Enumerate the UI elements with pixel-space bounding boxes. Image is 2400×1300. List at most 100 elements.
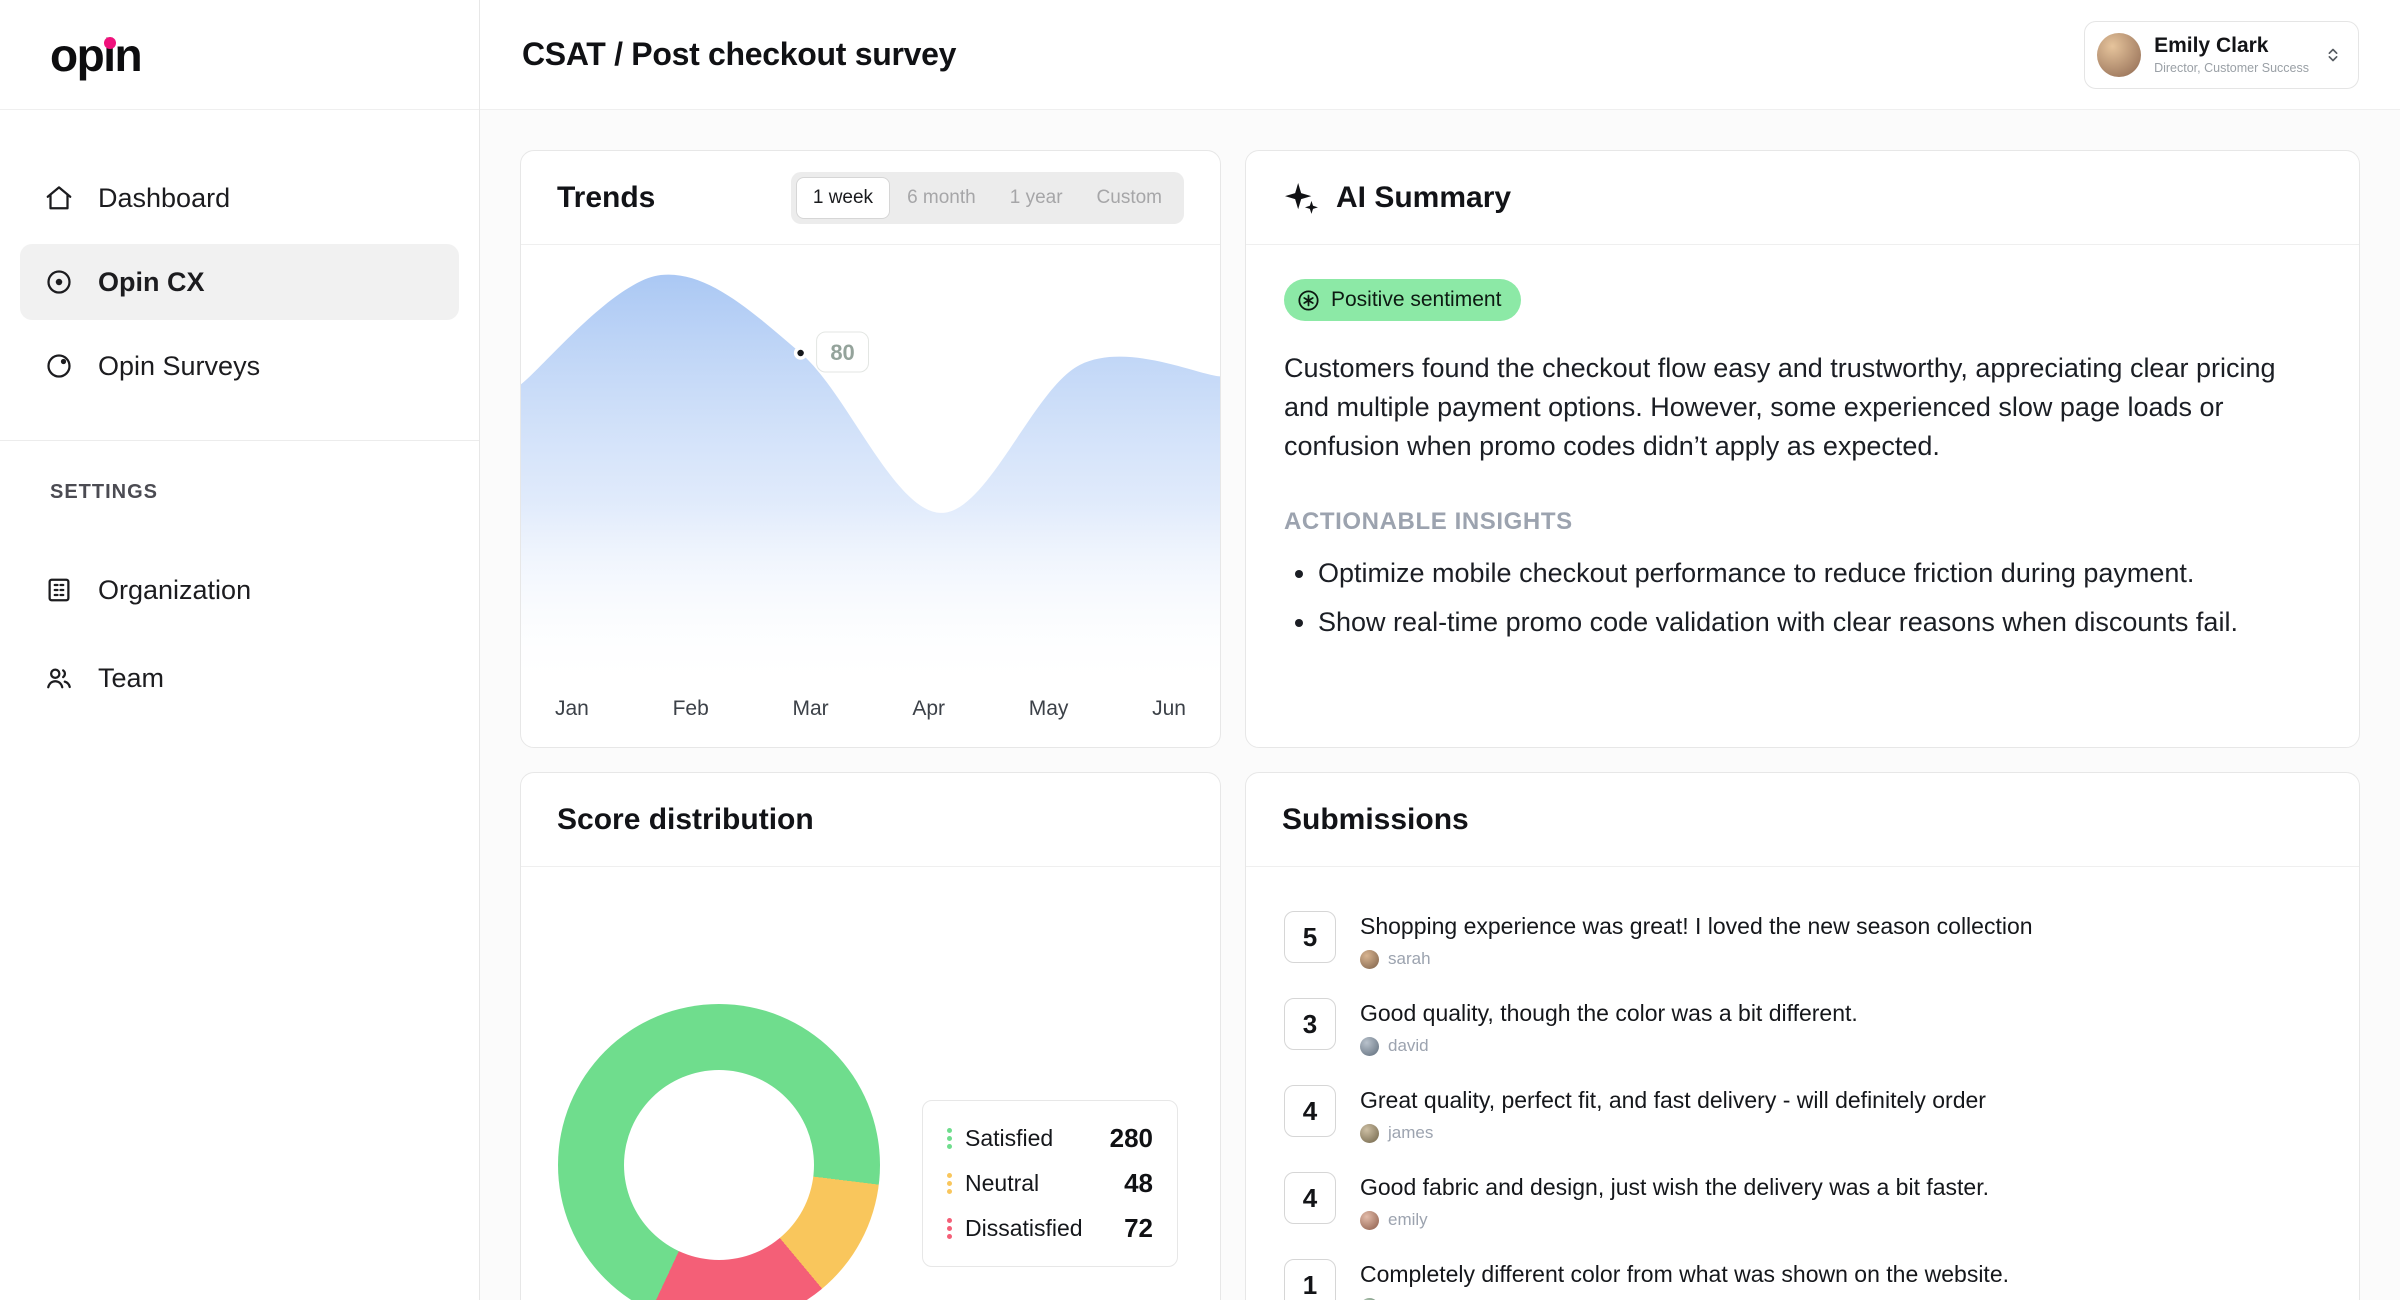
tab-1-year[interactable]: 1 year xyxy=(1009,186,1063,208)
sidebar-item-opin-surveys[interactable]: Opin Surveys xyxy=(20,328,459,404)
submission-text: Good fabric and design, just wish the de… xyxy=(1360,1174,1989,1200)
submission-row[interactable]: 4 Good fabric and design, just wish the … xyxy=(1284,1172,2321,1230)
trend-x-axis: Jan Feb Mar Apr May Jun xyxy=(521,689,1220,721)
actionable-insights-title: ACTIONABLE INSIGHTS xyxy=(1284,508,1573,536)
ai-summary-body: Positive sentiment Customers found the c… xyxy=(1246,245,2359,638)
legend-row-satisfied: Satisfied 280 xyxy=(947,1123,1153,1154)
legend-row-neutral: Neutral 48 xyxy=(947,1168,1153,1199)
user-role: Director, Customer Success xyxy=(2154,61,2309,75)
brand-logo-text: opin xyxy=(50,28,143,82)
sparkle-icon xyxy=(1282,179,1320,217)
sidebar-item-dashboard[interactable]: Dashboard xyxy=(20,160,459,236)
legend-row-dissatisfied: Dissatisfied 72 xyxy=(947,1213,1153,1244)
submitter-name: sarah xyxy=(1388,949,1431,968)
submitter-avatar xyxy=(1360,949,1379,969)
chart-highlight-box xyxy=(816,331,870,373)
ai-summary-card: AI Summary Positive sentiment Customers … xyxy=(1245,150,2360,748)
dashboard-content: Trends 1 week 6 month 1 year Custom xyxy=(480,110,2400,1300)
x-tick: Jan xyxy=(555,697,589,720)
sidebar-nav: Dashboard Opin CX Opin Surveys xyxy=(0,110,479,440)
donut-hole xyxy=(624,1070,814,1260)
tab-custom[interactable]: Custom xyxy=(1096,186,1162,208)
score-distribution-header: Score distribution xyxy=(521,773,1220,867)
legend-value: 280 xyxy=(1109,1123,1153,1153)
submission-row[interactable]: 1 Completely different color from what w… xyxy=(1284,1259,2321,1300)
actionable-insights-list: Optimize mobile checkout performance to … xyxy=(1284,558,2321,638)
legend-marker xyxy=(947,1173,952,1194)
submitter-name: james xyxy=(1388,1123,1434,1142)
x-tick: May xyxy=(1028,697,1069,720)
sidebar: opin Dashboard Opin CX Opin xyxy=(0,0,480,1300)
submission-row[interactable]: 5 Shopping experience was great! I loved… xyxy=(1284,911,2321,969)
ai-summary-header: AI Summary xyxy=(1246,151,2359,245)
submissions-title: Submissions xyxy=(1282,802,1469,836)
donut-chart xyxy=(558,1004,880,1300)
legend-label: Neutral xyxy=(965,1170,1040,1196)
trends-range-tabs: 1 week 6 month 1 year Custom xyxy=(790,171,1184,224)
ai-summary-title: AI Summary xyxy=(1336,180,1512,214)
page-title: CSAT / Post checkout survey xyxy=(522,36,957,72)
submitter-avatar xyxy=(1360,1123,1379,1143)
score-distribution-body: Satisfied 280 Neutral 48 Dissatisfied 72 xyxy=(521,867,1220,1300)
sidebar-item-label: Dashboard xyxy=(98,182,231,213)
user-menu[interactable]: Emily Clark Director, Customer Success xyxy=(2084,20,2359,89)
trends-card-header: Trends 1 week 6 month 1 year Custom xyxy=(521,151,1220,245)
legend-marker xyxy=(947,1128,952,1149)
submission-row[interactable]: 3 Good quality, though the color was a b… xyxy=(1284,998,2321,1056)
submission-row[interactable]: 4 Great quality, perfect fit, and fast d… xyxy=(1284,1085,2321,1143)
legend-label: Satisfied xyxy=(965,1125,1054,1151)
x-tick: Feb xyxy=(672,697,709,720)
sentiment-badge-label: Positive sentiment xyxy=(1331,288,1502,311)
opin-cx-icon xyxy=(44,267,74,297)
chevron-up-down-icon xyxy=(2322,44,2344,66)
submissions-list: 5 Shopping experience was great! I loved… xyxy=(1246,867,2359,1300)
x-tick: Jun xyxy=(1152,697,1186,720)
submitter-avatar xyxy=(1360,1297,1379,1300)
x-tick: Mar xyxy=(792,697,829,720)
submission-text: Good quality, though the color was a bit… xyxy=(1360,1000,1858,1026)
sentiment-badge: Positive sentiment xyxy=(1284,279,1522,321)
trends-chart: 80 Jan Feb Mar Apr May Jun xyxy=(521,245,1220,747)
brand-logo: opin xyxy=(0,0,479,110)
chart-highlight-label: 80 xyxy=(830,340,854,365)
logo-pink-dot-icon xyxy=(104,36,116,49)
score-distribution-title: Score distribution xyxy=(557,802,814,836)
submission-score: 4 xyxy=(1284,1085,1336,1137)
trend-area-path xyxy=(521,274,1220,689)
tab-1-week[interactable]: 1 week xyxy=(795,176,891,219)
sidebar-settings-section: SETTINGS Organization Team xyxy=(0,440,479,716)
submissions-header: Submissions xyxy=(1246,773,2359,867)
submitter-avatar xyxy=(1360,1036,1379,1056)
submitter-name: olivia xyxy=(1388,1297,1427,1300)
main-area: CSAT / Post checkout survey Emily Clark … xyxy=(480,0,2400,1300)
trend-area-svg: 80 xyxy=(521,274,1220,689)
donut-legend: Satisfied 280 Neutral 48 Dissatisfied 72 xyxy=(922,1100,1178,1267)
user-avatar xyxy=(2097,32,2142,77)
sidebar-item-label: Opin Surveys xyxy=(98,350,261,381)
building-icon xyxy=(44,575,74,605)
submissions-card: Submissions 5 Shopping experience was gr… xyxy=(1245,772,2360,1300)
sidebar-item-opin-cx[interactable]: Opin CX xyxy=(20,244,459,320)
submission-score: 4 xyxy=(1284,1172,1336,1224)
legend-value: 48 xyxy=(1124,1168,1153,1198)
sidebar-item-team[interactable]: Team xyxy=(20,640,459,716)
submission-score: 1 xyxy=(1284,1259,1336,1300)
submission-text: Completely different color from what was… xyxy=(1360,1261,2009,1287)
legend-marker xyxy=(947,1218,952,1239)
submission-text: Great quality, perfect fit, and fast del… xyxy=(1360,1087,1986,1113)
user-name: Emily Clark xyxy=(2154,34,2269,57)
score-distribution-card: Score distribution Satisfied 280 xyxy=(520,772,1221,1300)
sidebar-item-label: Opin CX xyxy=(98,266,205,297)
insight-item: Optimize mobile checkout performance to … xyxy=(1318,558,2321,589)
settings-section-label: SETTINGS xyxy=(50,481,159,503)
x-tick: Apr xyxy=(912,697,946,720)
opin-surveys-icon xyxy=(44,351,74,381)
trends-title: Trends xyxy=(557,180,656,214)
team-icon xyxy=(44,663,74,693)
trends-card: Trends 1 week 6 month 1 year Custom xyxy=(520,150,1221,748)
legend-label: Dissatisfied xyxy=(965,1215,1083,1241)
sidebar-item-organization[interactable]: Organization xyxy=(20,552,459,628)
submission-score: 5 xyxy=(1284,911,1336,963)
tab-6-month[interactable]: 6 month xyxy=(907,186,976,208)
